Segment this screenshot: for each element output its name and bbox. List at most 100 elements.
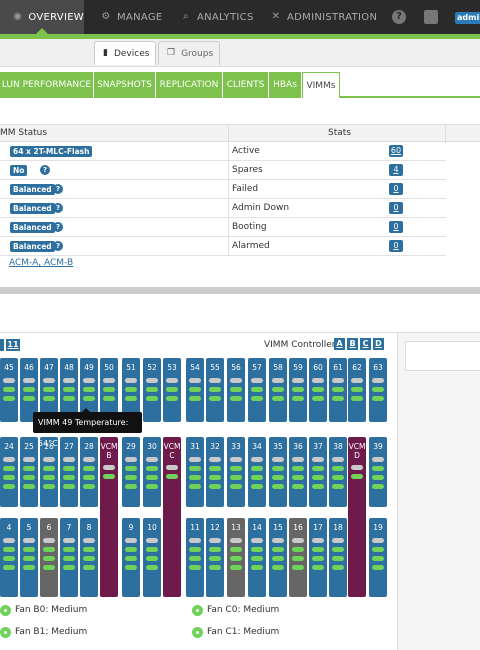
nav-manage[interactable]: ⚙ MANAGE bbox=[100, 0, 170, 34]
help-icon[interactable]: ? bbox=[392, 10, 406, 24]
logout-icon[interactable] bbox=[424, 10, 438, 24]
vimm-slot[interactable]: 11 bbox=[186, 518, 204, 597]
vimm-slot[interactable]: 7 bbox=[60, 518, 78, 597]
vimm-slot[interactable]: 5 bbox=[20, 518, 38, 597]
nav-administration[interactable]: ✕ ADMINISTRATION bbox=[270, 0, 380, 34]
vimm-slot[interactable]: 10 bbox=[143, 518, 161, 597]
tab-groups[interactable]: ❐ Groups bbox=[158, 41, 220, 65]
status-led bbox=[43, 556, 55, 561]
vimm-slot[interactable]: 60 bbox=[309, 358, 327, 422]
vimm-slot[interactable]: 45 bbox=[0, 358, 18, 422]
vcm-slot[interactable]: VCM B bbox=[100, 437, 118, 597]
col-status-header: MM Status bbox=[0, 128, 48, 138]
status-led bbox=[292, 484, 304, 489]
status-led bbox=[189, 538, 201, 543]
controller-d-button[interactable]: D bbox=[373, 338, 384, 350]
vimm-slot[interactable]: 30 bbox=[143, 437, 161, 507]
vimm-slot[interactable]: 31 bbox=[186, 437, 204, 507]
vimm-slot[interactable]: 48 bbox=[60, 358, 78, 422]
help-icon[interactable]: ? bbox=[53, 222, 63, 232]
stat-value[interactable]: 0 bbox=[389, 240, 403, 252]
vimm-slot[interactable]: 32 bbox=[206, 437, 224, 507]
vimm-slot[interactable]: 58 bbox=[269, 358, 287, 422]
controller-c-button[interactable]: C bbox=[360, 338, 371, 350]
nav-overview-label: OVERVIEW bbox=[28, 11, 84, 23]
vimm-slot[interactable]: 57 bbox=[248, 358, 266, 422]
tab-vimms[interactable]: VIMMs bbox=[302, 72, 340, 98]
vimm-slot[interactable]: 18 bbox=[329, 518, 347, 597]
stat-value[interactable]: 0 bbox=[389, 202, 403, 214]
vimm-slot[interactable]: 56 bbox=[227, 358, 245, 422]
vimm-slot[interactable]: 13 bbox=[227, 518, 245, 597]
vimm-slot[interactable]: 37 bbox=[309, 437, 327, 507]
vimm-slot[interactable]: 61 bbox=[329, 358, 347, 422]
vimm-slot[interactable]: 14 bbox=[248, 518, 266, 597]
vimm-slot[interactable]: 4 bbox=[0, 518, 18, 597]
stat-value[interactable]: 60 bbox=[389, 145, 403, 157]
nav-manage-label: MANAGE bbox=[117, 11, 163, 23]
vimm-slot[interactable]: 38 bbox=[329, 437, 347, 507]
status-row: Balanced? Admin Down 0 bbox=[0, 199, 446, 218]
status-led bbox=[166, 378, 178, 383]
vimm-slot[interactable]: 9 bbox=[122, 518, 140, 597]
vimm-slot[interactable]: 27 bbox=[60, 437, 78, 507]
vimm-slot[interactable]: 59 bbox=[289, 358, 307, 422]
controller-a-button[interactable]: A bbox=[334, 338, 345, 350]
status-led bbox=[332, 378, 344, 383]
vimm-slot[interactable]: 29 bbox=[122, 437, 140, 507]
vimm-slot[interactable]: 16 bbox=[289, 518, 307, 597]
vcm-slot[interactable]: VCM D bbox=[348, 437, 366, 597]
vimm-slot[interactable]: 12 bbox=[206, 518, 224, 597]
vimm-slot[interactable]: 47 bbox=[40, 358, 58, 422]
vimm-slot[interactable]: 15 bbox=[269, 518, 287, 597]
help-icon[interactable]: ? bbox=[40, 165, 50, 175]
vimm-slot[interactable]: 55 bbox=[206, 358, 224, 422]
vimm-slot[interactable]: 49 bbox=[80, 358, 98, 422]
help-icon[interactable]: ? bbox=[53, 184, 63, 194]
page-button[interactable]: 11 bbox=[6, 339, 20, 351]
vimm-slot[interactable]: 39 bbox=[369, 437, 387, 507]
help-icon[interactable]: ? bbox=[53, 203, 63, 213]
stat-value[interactable]: 4 bbox=[389, 164, 403, 176]
vimm-slot[interactable]: 26 bbox=[40, 437, 58, 507]
status-led bbox=[272, 565, 284, 570]
status-led bbox=[292, 565, 304, 570]
vimm-slot[interactable]: 53 bbox=[163, 358, 181, 422]
page-prev[interactable] bbox=[0, 339, 4, 351]
vimm-slot[interactable]: 17 bbox=[309, 518, 327, 597]
stat-value[interactable]: 0 bbox=[389, 183, 403, 195]
tab-snapshots[interactable]: SNAPSHOTS bbox=[94, 72, 156, 98]
tab-devices[interactable]: ▮ Devices bbox=[94, 41, 156, 65]
acm-a-link[interactable]: ACM-A bbox=[9, 258, 39, 268]
status-badge: 64 x 2T-MLC-Flash bbox=[10, 146, 93, 157]
vimm-slot[interactable]: 28 bbox=[80, 437, 98, 507]
nav-analytics[interactable]: ⌕ ANALYTICS bbox=[180, 0, 260, 34]
vimm-slot[interactable]: 51 bbox=[122, 358, 140, 422]
vimm-slot[interactable]: 33 bbox=[227, 437, 245, 507]
vimm-slot[interactable]: 34 bbox=[248, 437, 266, 507]
vimm-slot[interactable]: 63 bbox=[369, 358, 387, 422]
vimm-slot[interactable]: 46 bbox=[20, 358, 38, 422]
tab-hbas[interactable]: HBAs bbox=[269, 72, 302, 98]
vimm-slot[interactable]: 62 bbox=[348, 358, 366, 422]
vimm-slot[interactable]: 35 bbox=[269, 437, 287, 507]
stat-value[interactable]: 0 bbox=[389, 221, 403, 233]
tab-clients[interactable]: CLIENTS bbox=[223, 72, 269, 98]
vimm-slot[interactable]: 50 bbox=[100, 358, 118, 422]
vimm-slot[interactable]: 25 bbox=[20, 437, 38, 507]
vimm-slot[interactable]: 36 bbox=[289, 437, 307, 507]
vimm-slot[interactable]: 19 bbox=[369, 518, 387, 597]
vimm-slot[interactable]: 24 bbox=[0, 437, 18, 507]
vimm-slot[interactable]: 8 bbox=[80, 518, 98, 597]
tab-replication[interactable]: REPLICATION bbox=[156, 72, 223, 98]
tab-lun-performance[interactable]: LUN PERFORMANCE bbox=[0, 72, 94, 98]
controller-b-button[interactable]: B bbox=[347, 338, 358, 350]
vimm-slot[interactable]: 54 bbox=[186, 358, 204, 422]
vimm-slot[interactable]: 52 bbox=[143, 358, 161, 422]
user-badge[interactable]: admin bbox=[455, 12, 480, 24]
acm-b-link[interactable]: ACM-B bbox=[44, 258, 74, 268]
vcm-slot[interactable]: VCM C bbox=[163, 437, 181, 597]
help-icon[interactable]: ? bbox=[53, 241, 63, 251]
status-led bbox=[146, 475, 158, 480]
vimm-slot[interactable]: 6 bbox=[40, 518, 58, 597]
